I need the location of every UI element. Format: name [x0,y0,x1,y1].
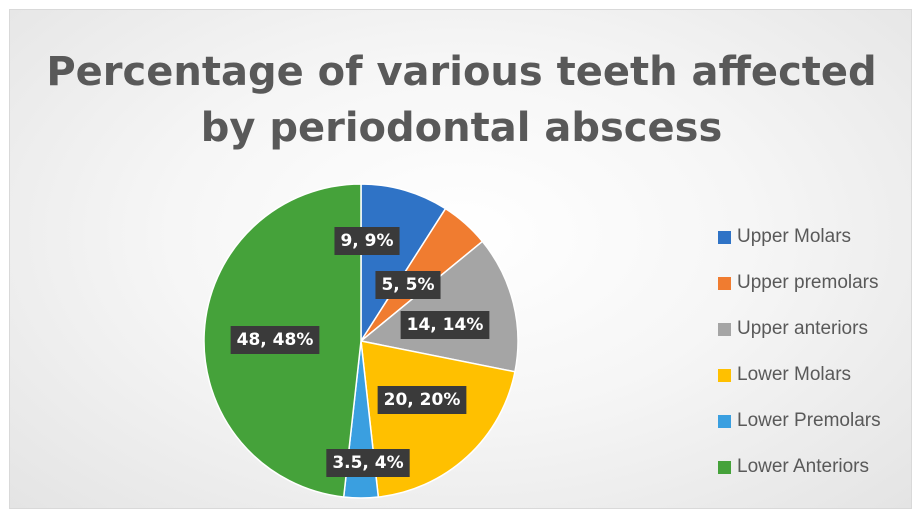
data-label-lower-anteriors: 48, 48% [230,326,320,354]
chart-title: Percentage of various teeth affected by … [10,44,913,156]
data-label-upper-anteriors: 14, 14% [400,311,490,339]
chart-title-line-1: Percentage of various teeth affected [46,49,877,95]
legend-item-lower-molars: Lower Molars [718,352,881,398]
data-label-text: 14, 14% [407,315,484,335]
data-label-box [377,386,467,414]
data-label-text: 3.5, 4% [332,453,403,473]
data-label-text: 9, 9% [340,231,393,251]
legend: Upper Molars Upper premolars Upper anterio… [718,214,881,490]
chart-area: Percentage of various teeth affected by … [9,9,912,509]
data-label-box [400,311,490,339]
legend-swatch [718,276,731,290]
pie-slice-upper-molars [360,183,447,344]
data-label-lower-molars: 20, 20% [377,386,467,414]
pie-slice-upper-anteriors [359,240,519,373]
legend-swatch [718,230,731,244]
legend-item-upper-anteriors: Upper anteriors [718,306,881,352]
data-label-box [326,449,410,477]
data-label-box [230,326,320,354]
legend-swatch [718,414,731,428]
legend-swatch [718,460,731,474]
data-label-text: 48, 48% [237,330,314,350]
chart-title-line-2: by periodontal abscess [200,105,723,151]
legend-item-upper-premolars: Upper premolars [718,260,881,306]
data-label-lower-premolars: 3.5, 4% [326,449,410,477]
legend-label: Lower Molars [737,364,852,385]
data-label-text: 5, 5% [381,275,434,295]
legend-item-lower-anteriors: Lower Anteriors [718,444,881,490]
data-label-box [375,271,441,299]
legend-label: Lower Premolars [737,410,881,431]
legend-label: Upper Molars [737,226,852,247]
legend-swatch [718,368,731,382]
data-label-upper-molars: 9, 9% [334,227,400,255]
pie-chart: 9, 9% 5, 5% 14, 14% 20, 20% 3.5, 4% 48, 48% [203,183,519,499]
legend-swatch [718,322,731,336]
legend-item-upper-molars: Upper Molars [718,214,881,260]
data-label-upper-premolars: 5, 5% [375,271,441,299]
legend-label: Upper anteriors [737,318,868,339]
legend-label: Lower Anteriors [737,456,870,477]
legend-item-lower-premolars: Lower Premolars [718,398,881,444]
legend-label: Upper premolars [737,272,879,293]
data-label-text: 20, 20% [384,390,461,410]
data-label-box [334,227,400,255]
